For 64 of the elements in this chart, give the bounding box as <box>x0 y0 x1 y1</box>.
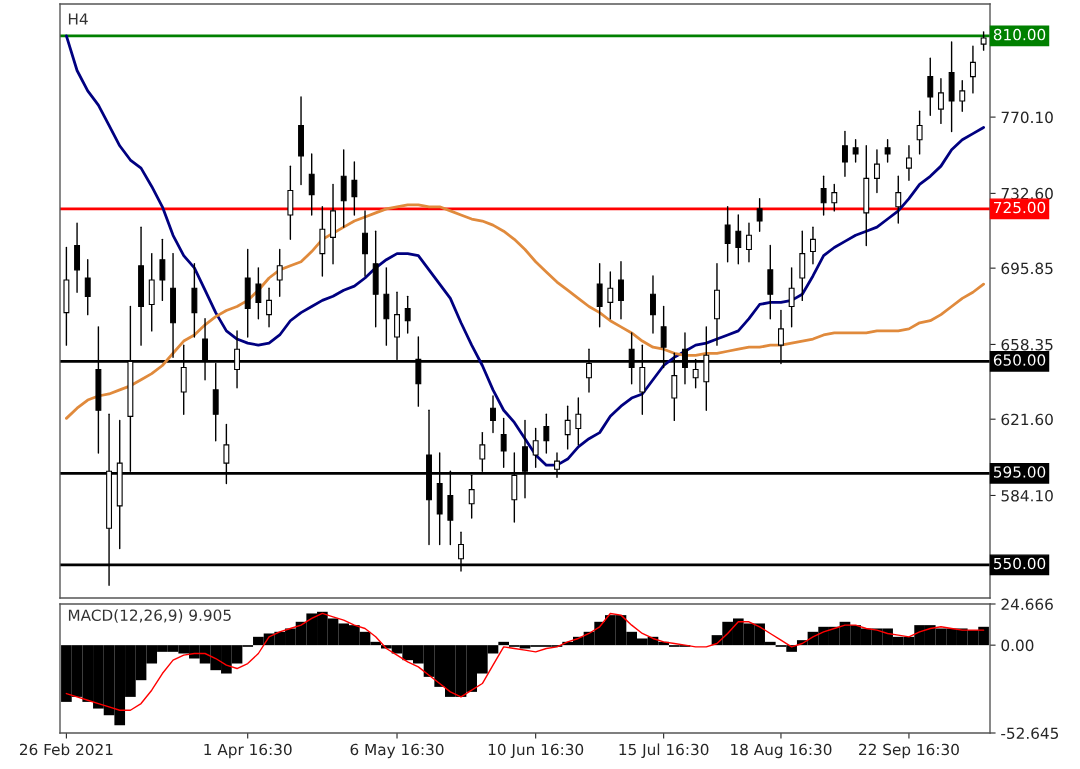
candlestick <box>788 267 795 328</box>
x-tick-label: 6 May 16:30 <box>350 743 444 759</box>
candlestick <box>308 153 315 216</box>
y-tick-label: 658.35 <box>1001 338 1053 351</box>
line-series <box>65 203 985 420</box>
candlestick <box>362 210 368 277</box>
candlestick <box>351 161 358 216</box>
candlestick <box>404 295 411 334</box>
candlestick <box>959 79 966 112</box>
y-tick-label: 732.60 <box>1001 187 1053 200</box>
ref-line-label: 650.00 <box>993 354 1046 366</box>
candlestick <box>884 138 891 163</box>
candlestick <box>607 271 614 320</box>
x-tick-label: 15 Jul 16:30 <box>619 743 709 759</box>
candlestick <box>895 175 902 224</box>
candlestick <box>500 417 507 468</box>
candlestick <box>724 206 731 263</box>
candlestick <box>266 287 272 328</box>
candlestick <box>852 138 859 163</box>
y-tick-label: 770.10 <box>1001 111 1053 124</box>
candlestick <box>650 275 656 334</box>
ref-line-label: 550.00 <box>993 557 1046 570</box>
candlestick <box>756 197 763 232</box>
candlestick <box>820 175 827 216</box>
candlestick <box>255 267 262 320</box>
candlestick <box>841 130 848 177</box>
candlestick <box>564 405 571 450</box>
candlestick <box>532 427 539 468</box>
chart-title: MACD(12,26,9) 9.905 <box>68 609 231 623</box>
candlestick <box>276 248 283 298</box>
candlestick <box>905 145 912 182</box>
candlestick <box>916 110 923 155</box>
candlestick <box>927 57 934 116</box>
ref-line-label: 595.00 <box>993 466 1046 478</box>
y-tick-label: 0.00 <box>1001 639 1034 652</box>
candlestick <box>618 261 624 320</box>
candlestick <box>810 226 816 265</box>
candlestick <box>980 31 987 51</box>
candlestick <box>969 45 976 94</box>
candlestick <box>831 183 838 212</box>
ref-line-label: 810.00 <box>993 28 1046 41</box>
candlestick <box>490 395 496 434</box>
x-tick-label: 26 Feb 2021 <box>19 743 113 756</box>
y-tick-label: -52.645 <box>1001 727 1059 740</box>
y-tick-label: 24.666 <box>1001 598 1053 611</box>
bar <box>498 641 509 646</box>
candlestick <box>937 77 944 125</box>
chart-title: H4 <box>68 13 88 25</box>
candlestick <box>575 397 582 446</box>
ref-line-label: 725.00 <box>994 201 1046 214</box>
candlestick <box>84 259 91 316</box>
candlestick <box>543 413 550 454</box>
y-tick-label: 695.85 <box>1001 262 1053 275</box>
y-tick-label: 621.60 <box>1001 413 1053 426</box>
candlestick <box>873 149 880 194</box>
candlestick <box>735 214 742 265</box>
x-tick-label: 1 Apr 16:30 <box>204 743 292 759</box>
candlestick <box>159 238 166 302</box>
x-tick-label: 22 Sep 16:30 <box>859 743 959 759</box>
candlestick <box>596 263 603 328</box>
candlestick <box>746 222 752 263</box>
x-tick-label: 18 Aug 16:30 <box>731 743 832 759</box>
x-tick-label: 10 Jun 16:30 <box>488 743 584 759</box>
y-tick-label: 584.10 <box>1001 489 1053 502</box>
